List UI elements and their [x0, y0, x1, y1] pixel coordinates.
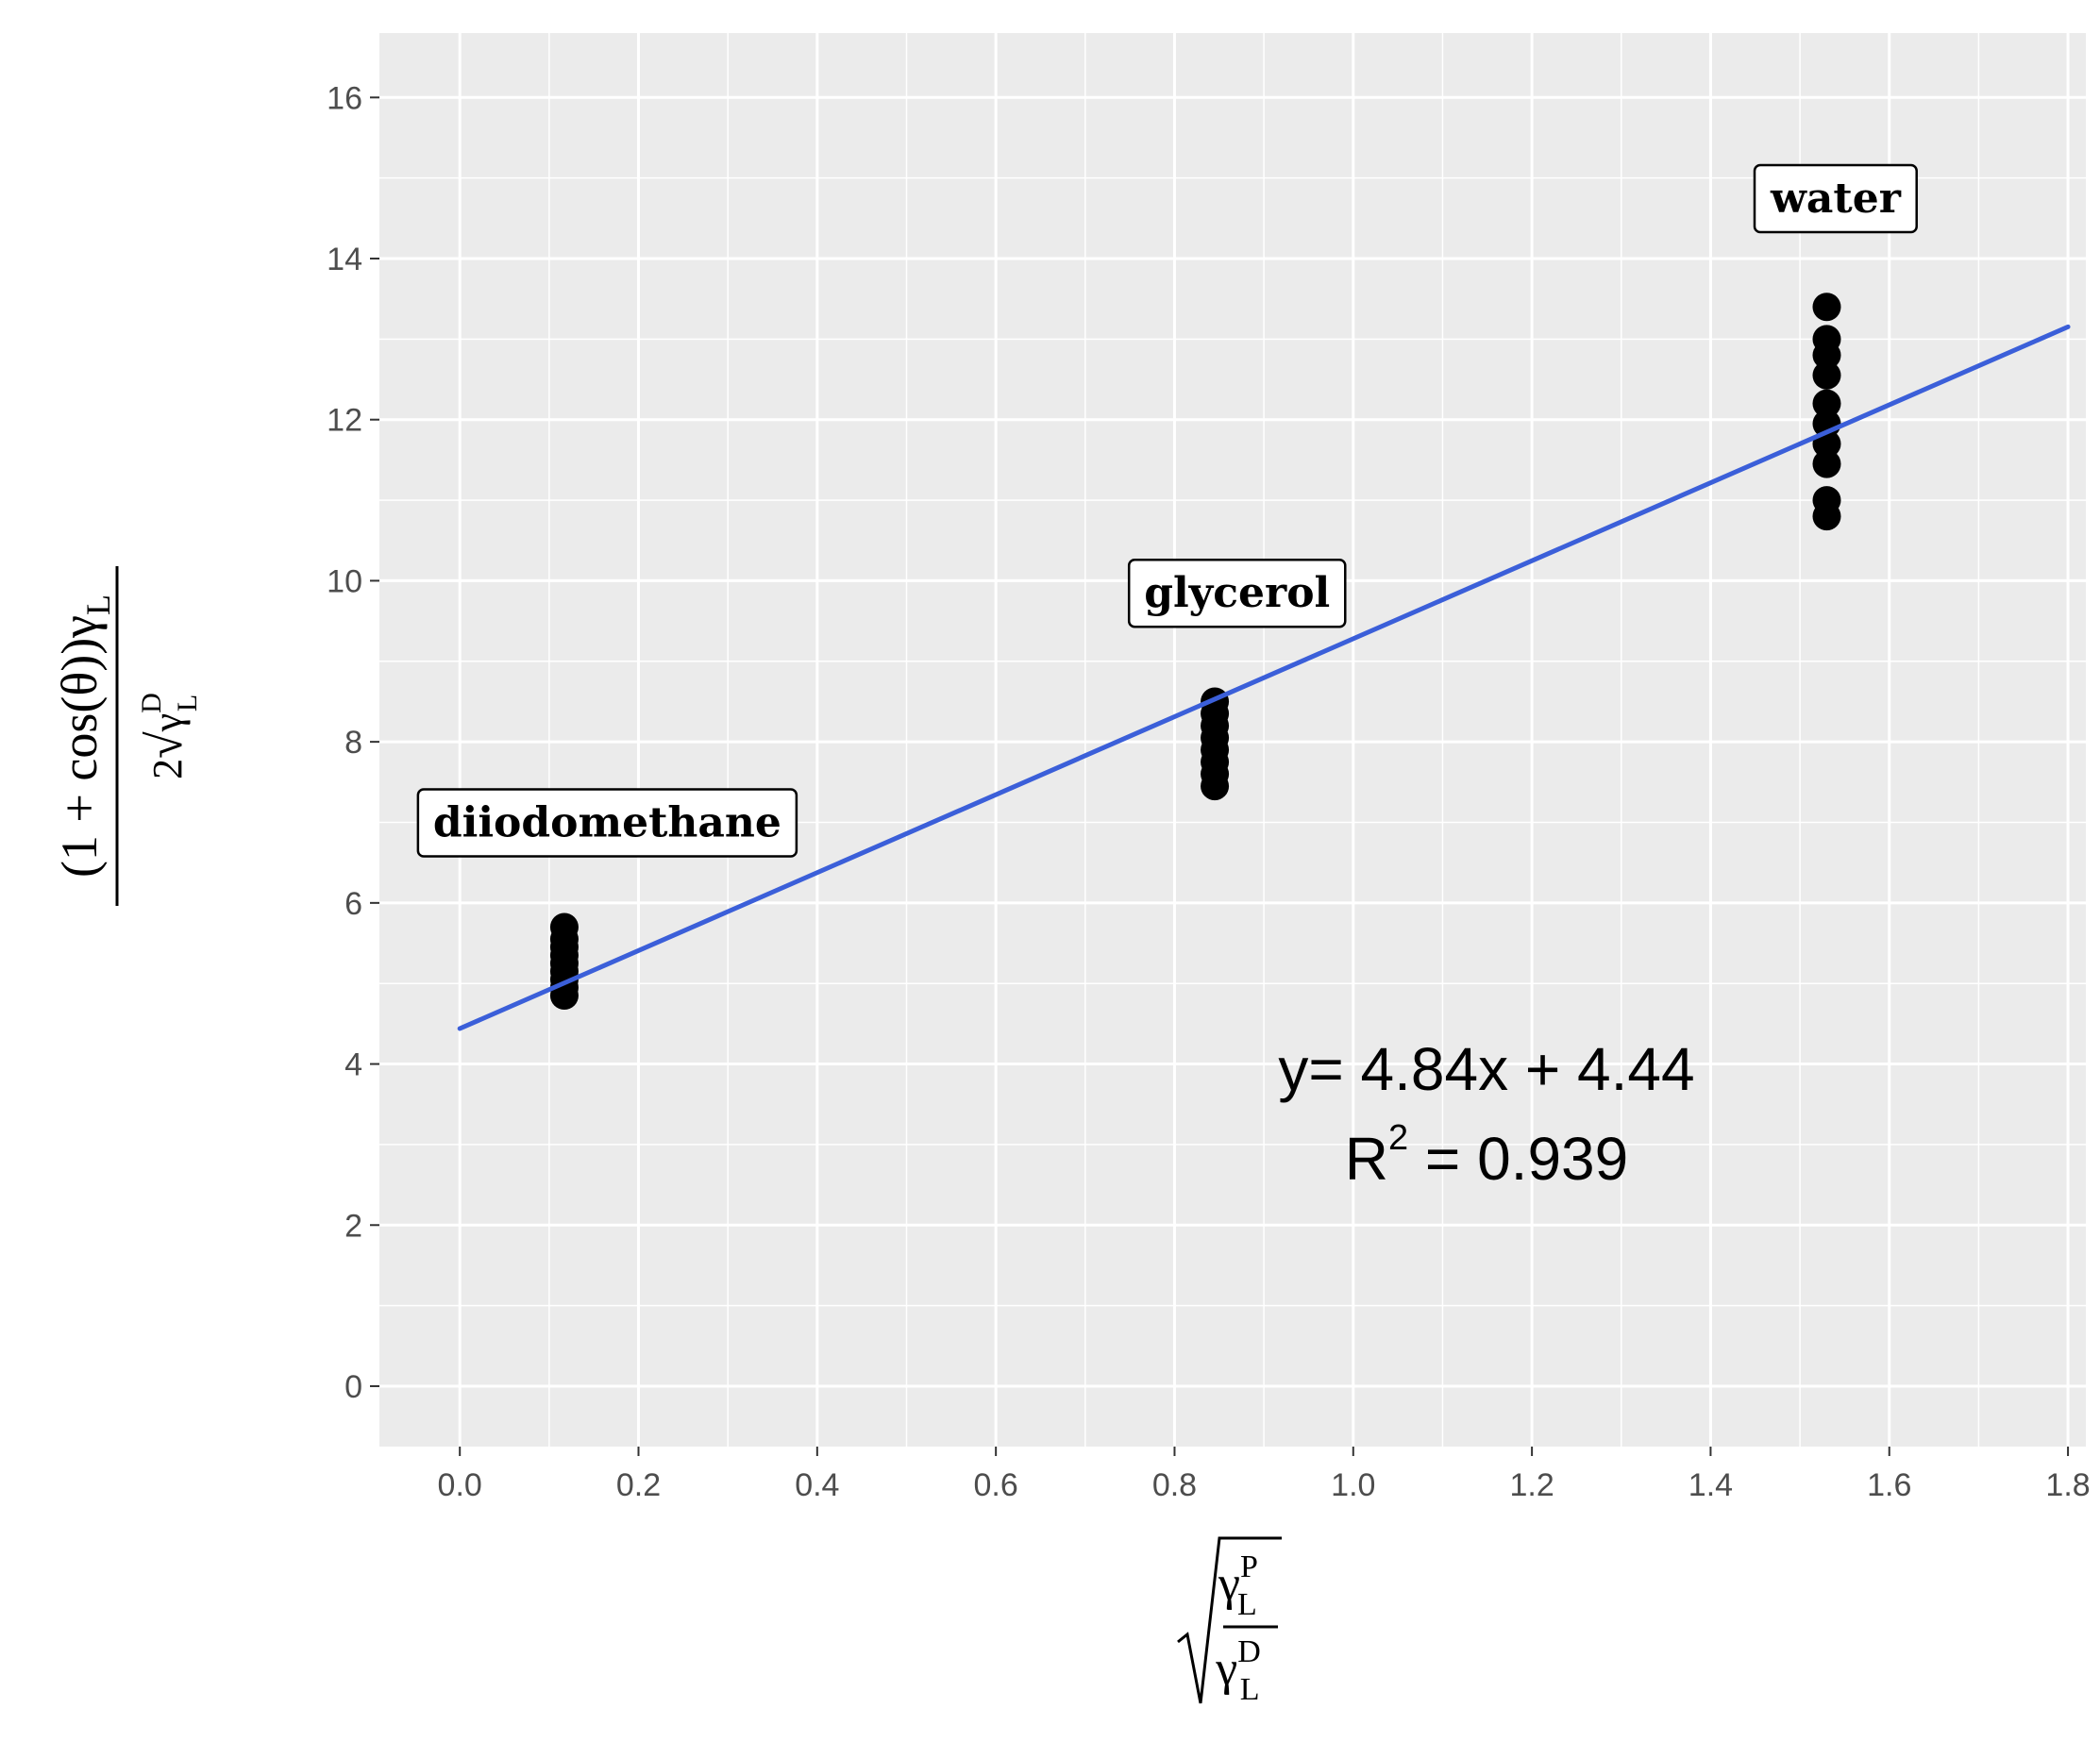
category-label-box [1127, 558, 1347, 628]
y-axis: 0 2 4 6 8 10 12 14 16 [327, 80, 379, 1405]
x-tick-label: 0.4 [795, 1467, 839, 1503]
y-tick-label: 16 [327, 80, 362, 116]
y-tick-label: 10 [327, 563, 362, 599]
x-tick-label: 1.6 [1867, 1467, 1911, 1503]
category-label: diiodomethane [433, 798, 781, 846]
x-axis-title: γP L γD L [1177, 1536, 1282, 1707]
x-axis-title-denominator: γD L [1215, 1634, 1261, 1707]
data-points [549, 293, 1841, 1011]
x-tick-label: 0.6 [974, 1467, 1018, 1503]
category-label-group: glycerol [1127, 558, 1347, 628]
category-label-group: water [1753, 163, 1918, 234]
x-tick-label: 0.0 [438, 1467, 482, 1503]
x-tick-label: 1.0 [1331, 1467, 1375, 1503]
y-tick-label: 4 [344, 1047, 362, 1083]
data-point [1812, 486, 1841, 515]
x-axis-title-radical [1177, 1536, 1282, 1704]
plot-panel [379, 33, 2086, 1447]
major-gridlines [379, 33, 2086, 1447]
r-squared-text: R2 = 0.939 [1345, 1118, 1628, 1193]
y-tick-label: 14 [327, 242, 362, 277]
data-point [1812, 293, 1841, 322]
y-tick-label: 6 [344, 886, 362, 922]
y-axis-title: (1 + cos(θ))γL 2√γD L [51, 566, 203, 906]
x-axis-title-numerator: γP L [1218, 1549, 1258, 1622]
y-axis-title-denominator: 2√γD L [136, 693, 203, 779]
category-label-box [416, 788, 798, 858]
y-axis-title-numerator: (1 + cos(θ))γL [51, 594, 117, 878]
x-tick-label: 0.8 [1152, 1467, 1197, 1503]
y-tick-label: 0 [344, 1369, 362, 1405]
y-tick-label: 2 [344, 1208, 362, 1244]
x-tick-label: 1.8 [2045, 1467, 2090, 1503]
y-tick-label: 8 [344, 725, 362, 761]
category-labels: diiodomethane glycerol water [416, 163, 1918, 858]
category-label: water [1770, 175, 1902, 223]
data-point [549, 912, 579, 942]
category-label: glycerol [1144, 569, 1330, 617]
data-point [1812, 389, 1841, 418]
y-tick-label: 12 [327, 403, 362, 439]
fit-equation: y= 4.84x + 4.44 R2 = 0.939 [1278, 1035, 1694, 1193]
x-axis: 0.0 0.2 0.4 0.6 0.8 1.0 1.2 1.4 1.6 1.8 [438, 1447, 2091, 1503]
x-tick-label: 0.2 [616, 1467, 661, 1503]
x-tick-label: 1.4 [1688, 1467, 1733, 1503]
category-label-group: diiodomethane [416, 788, 798, 858]
equation-text: y= 4.84x + 4.44 [1278, 1035, 1694, 1103]
category-label-box [1753, 163, 1918, 234]
fit-line-group [457, 324, 2071, 1031]
minor-gridlines [379, 33, 2086, 1447]
fit-line [457, 324, 2071, 1031]
data-point [1812, 360, 1841, 390]
data-point [1812, 325, 1841, 354]
x-tick-label: 1.2 [1509, 1467, 1554, 1503]
data-point [1812, 449, 1841, 478]
